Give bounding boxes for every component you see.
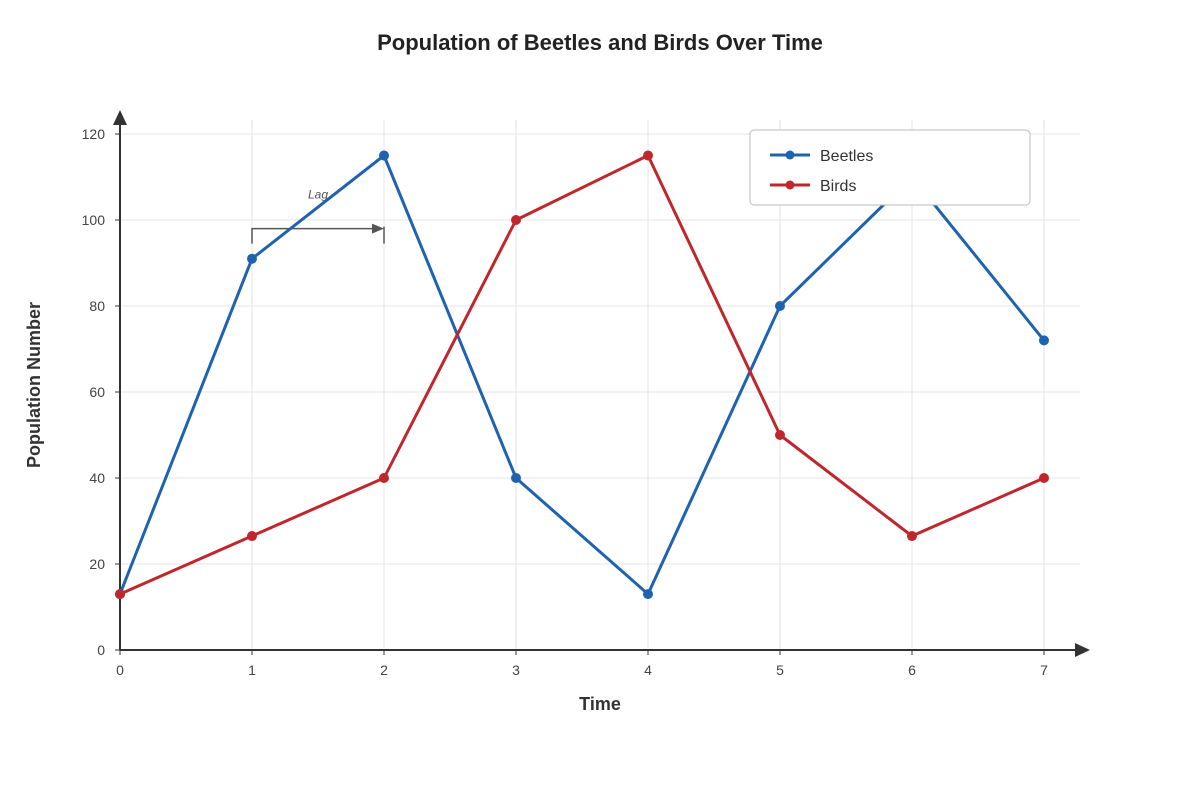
x-tick-label: 1 <box>248 662 256 678</box>
grid-layer <box>119 120 1080 651</box>
y-axis-label: Population Number <box>24 302 44 468</box>
y-tick-label: 40 <box>89 470 105 486</box>
axes-layer: 0 1 2 3 4 5 6 7 0 20 40 60 80 100 120 <box>82 110 1090 678</box>
legend-box <box>749 129 1031 206</box>
legend-label: Birds <box>820 178 856 195</box>
x-tick-label: 7 <box>1040 662 1048 678</box>
data-point-beetles <box>1039 335 1049 346</box>
lag-label: Lag <box>308 188 328 202</box>
y-tick-label: 20 <box>89 556 105 572</box>
legend-swatch-marker <box>785 180 795 190</box>
data-point-birds <box>643 150 653 161</box>
x-tick-label: 5 <box>776 662 784 678</box>
data-point-birds <box>1039 473 1049 483</box>
data-point-birds <box>775 430 785 440</box>
y-tick-label: 80 <box>89 298 105 314</box>
series-line-beetles <box>118 154 1046 596</box>
data-point-beetles <box>247 253 257 264</box>
series-layer <box>115 150 1049 600</box>
y-tick-label: 0 <box>97 642 105 658</box>
y-axis-arrow-icon <box>113 110 127 125</box>
data-point-beetles <box>511 473 521 483</box>
data-point-beetles <box>775 301 785 311</box>
series-line-birds <box>119 154 1045 596</box>
data-point-beetles <box>379 150 389 161</box>
legend-label: Beetles <box>820 148 873 165</box>
data-point-beetles <box>643 589 653 600</box>
data-point-birds <box>379 473 389 483</box>
lag-bracket <box>251 227 372 244</box>
lag-arrow-icon <box>372 223 384 234</box>
annotation-layer: Lag <box>251 188 385 244</box>
x-axis-label: Time <box>579 694 621 714</box>
x-tick-label: 6 <box>908 662 916 678</box>
x-tick-label: 4 <box>644 662 652 678</box>
y-tick-label: 60 <box>89 384 105 400</box>
y-tick-label: 120 <box>82 126 106 142</box>
data-point-birds <box>907 531 917 542</box>
data-point-birds <box>247 531 257 542</box>
legend-swatch-marker <box>785 150 795 160</box>
legend: Beetles Birds <box>749 129 1031 206</box>
chart-title: Population of Beetles and Birds Over Tim… <box>377 30 823 55</box>
data-point-birds <box>115 589 125 600</box>
y-tick-label: 100 <box>82 212 106 228</box>
x-axis-arrow-icon <box>1075 643 1090 657</box>
x-tick-label: 0 <box>116 662 124 678</box>
x-tick-label: 2 <box>380 662 388 678</box>
x-tick-label: 3 <box>512 662 520 678</box>
data-point-birds <box>511 215 521 225</box>
